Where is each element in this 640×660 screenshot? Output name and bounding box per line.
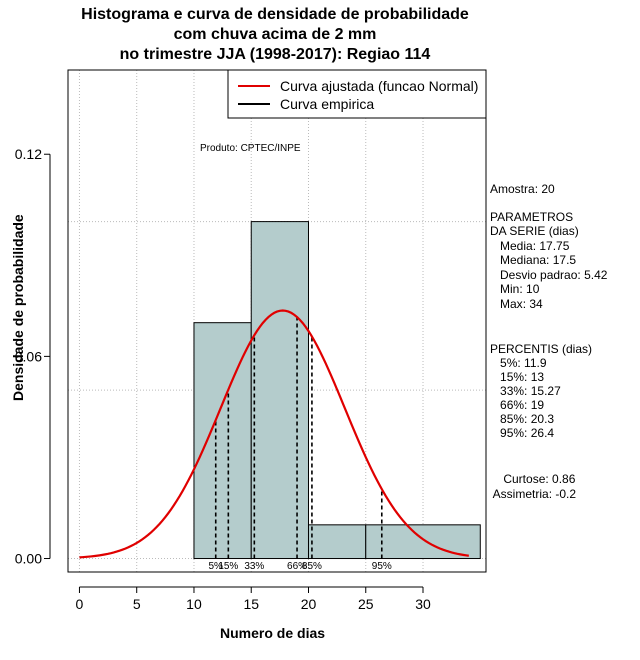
percentile-33: 33%: 15.27 bbox=[500, 384, 561, 398]
percentile-label-95: 95% bbox=[372, 561, 392, 572]
percentile-15: 15%: 13 bbox=[500, 370, 545, 384]
percentile-66: 66%: 19 bbox=[500, 398, 545, 412]
kurtosis: Curtose: 0.86 bbox=[503, 472, 576, 486]
x-tick-label: 5 bbox=[133, 596, 141, 612]
legend: Curva ajustada (funcao Normal) Curva empi… bbox=[227, 69, 487, 119]
histogram-bar-4 bbox=[365, 524, 481, 560]
percentile-label-85: 85% bbox=[302, 561, 322, 572]
series-parameters-subheading: DA SERIE (dias) bbox=[490, 224, 579, 238]
percentile-label-33: 33% bbox=[244, 561, 264, 572]
chart-title-line-2: com chuva acima de 2 mm bbox=[173, 26, 377, 43]
legend-label-2: Curva empirica bbox=[280, 96, 374, 112]
param-min: Min: 10 bbox=[500, 282, 540, 296]
param-sd: Desvio padrao: 5.42 bbox=[500, 268, 608, 282]
param-mean: Media: 17.75 bbox=[500, 239, 570, 253]
x-tick-label: 15 bbox=[243, 596, 259, 612]
param-median: Mediana: 17.5 bbox=[500, 253, 577, 267]
y-axis-label: Densidade de probabilidade bbox=[10, 214, 26, 401]
x-axis-label: Numero de dias bbox=[220, 625, 326, 641]
x-tick-label: 10 bbox=[186, 596, 202, 612]
x-tick-label: 25 bbox=[358, 596, 374, 612]
curve-layer bbox=[79, 309, 469, 559]
sample-size: Amostra: 20 bbox=[490, 182, 555, 196]
percentile-85: 85%: 20.3 bbox=[500, 412, 555, 426]
product-credit: Produto: CPTEC/INPE bbox=[200, 143, 301, 154]
percentile-95: 95%: 26.4 bbox=[500, 426, 555, 440]
y-tick-label: 0.00 bbox=[15, 551, 42, 567]
skewness: Assimetria: -0.2 bbox=[492, 487, 577, 501]
percentile-5: 5%: 11.9 bbox=[500, 356, 547, 370]
param-max: Max: 34 bbox=[500, 297, 543, 311]
fitted-normal-curve bbox=[79, 309, 469, 559]
histogram-bar-1 bbox=[193, 322, 252, 560]
percentile-label-66: 66% bbox=[287, 561, 307, 572]
percentiles-heading: PERCENTIS (dias) bbox=[490, 342, 593, 356]
x-tick-label: 20 bbox=[301, 596, 317, 612]
legend-box bbox=[227, 69, 487, 119]
histogram-bar-2 bbox=[250, 221, 309, 560]
chart-title-line-3: no trimestre JJA (1998-2017): Regiao 114 bbox=[119, 46, 431, 63]
x-tick-label: 0 bbox=[76, 596, 84, 612]
axes-layer: 0 5 10 15 20 25 30 0.00 0.06 0.12 bbox=[15, 69, 487, 612]
chart-title-line-1: Histograma e curva de densidade de proba… bbox=[81, 6, 469, 23]
series-parameters-heading: PARAMETROS bbox=[490, 210, 574, 224]
x-tick-label: 30 bbox=[415, 596, 431, 612]
legend-label-1: Curva ajustada (funcao Normal) bbox=[280, 78, 478, 94]
percentile-label-5: 5% bbox=[209, 561, 224, 572]
y-tick-label: 0.06 bbox=[15, 348, 42, 364]
histogram-bar-3 bbox=[307, 524, 367, 560]
bars-layer bbox=[193, 221, 481, 560]
percentile-label-15: 15% bbox=[218, 561, 238, 572]
y-tick-label: 0.12 bbox=[15, 146, 42, 162]
percentile-lines-layer: 5%15% 33% 66%85% 95% bbox=[209, 317, 392, 572]
